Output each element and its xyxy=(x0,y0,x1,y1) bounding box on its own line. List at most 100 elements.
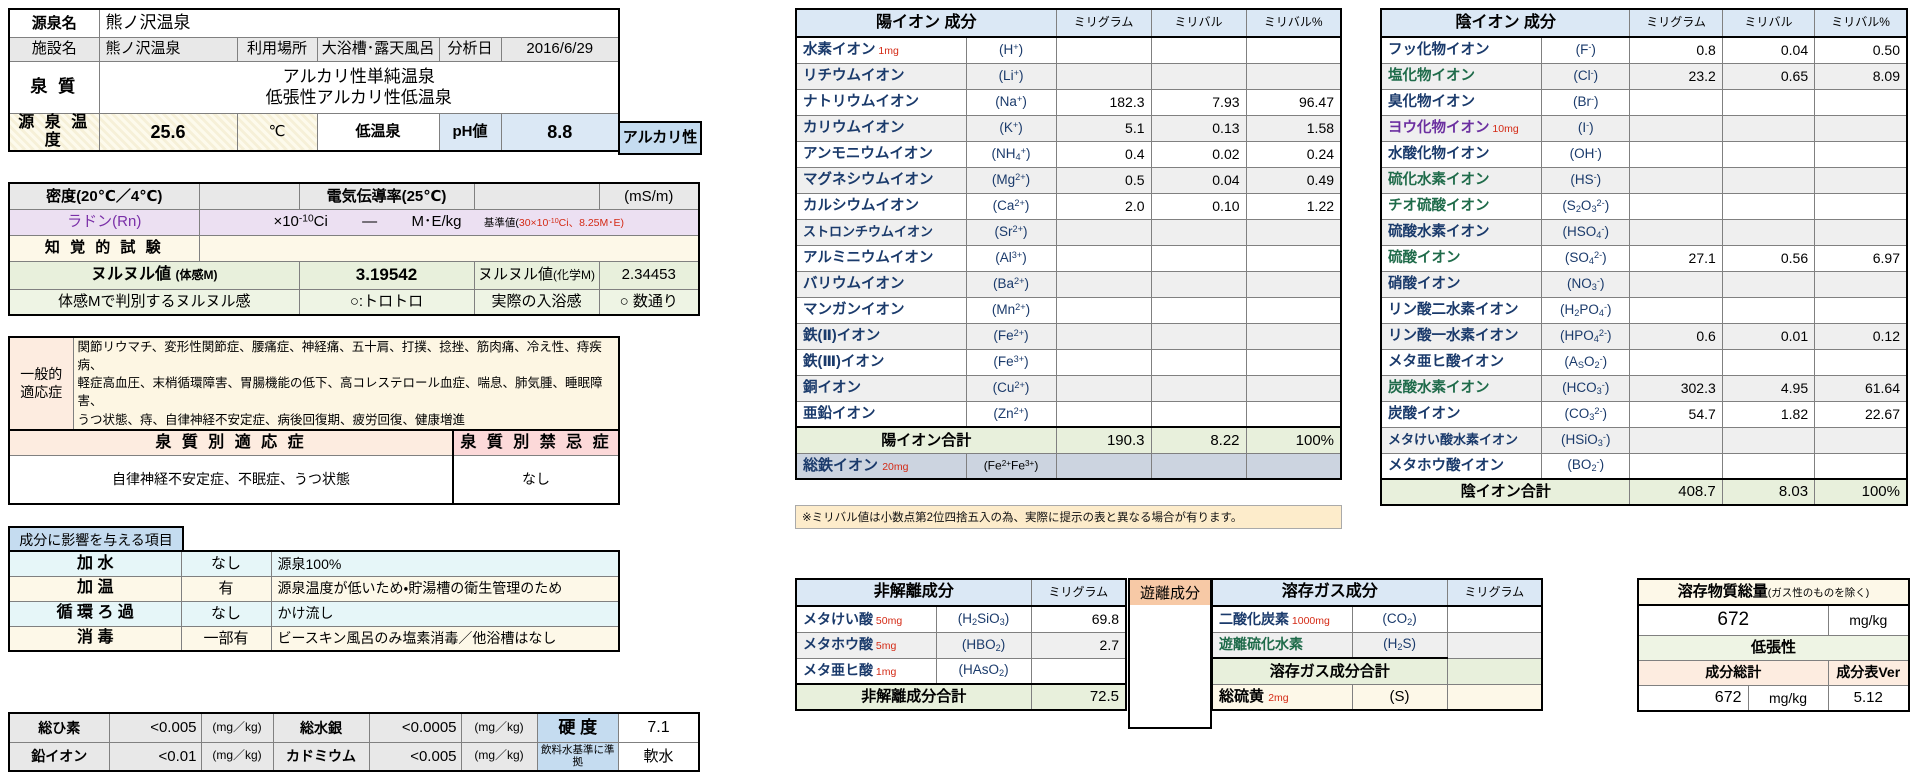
total-iron-pct xyxy=(1245,452,1342,480)
anion-formula-2: (Br-) xyxy=(1541,88,1631,116)
ph-label: pH値 xyxy=(438,112,502,152)
sensory-test-value xyxy=(198,234,700,262)
metal-value-1: <0.0005 xyxy=(368,712,462,743)
anion-mg-9 xyxy=(1629,270,1723,298)
table-row: 硫酸イオン (SO42-) 27.1 0.56 6.97 xyxy=(1380,244,1908,272)
cation-name-6: カルシウムイオン xyxy=(795,192,967,220)
total-iron-formula: (Fe2+Fe3+) xyxy=(965,452,1057,480)
anion-formula-6: (S2O32-) xyxy=(1541,192,1631,220)
table-row: マグネシウムイオン (Mg2+) 0.5 0.04 0.49 xyxy=(795,166,1342,194)
anion-mval-14: 1.82 xyxy=(1721,400,1816,428)
nuru-judge-value: ○:トロトロ xyxy=(298,288,475,316)
cation-pct-12 xyxy=(1245,348,1342,376)
gas-mg-0 xyxy=(1446,605,1543,633)
anion-mg-15 xyxy=(1629,426,1723,454)
table-row: 臭化物イオン (Br-) xyxy=(1380,88,1908,116)
cation-name-3: カリウムイオン xyxy=(795,114,967,142)
cation-mg-14 xyxy=(1055,400,1152,428)
anion-mval-5 xyxy=(1721,166,1816,194)
anion-mval-6 xyxy=(1721,192,1816,220)
anion-pct-12 xyxy=(1814,348,1908,376)
anion-mg-1: 23.2 xyxy=(1629,62,1723,90)
total-iron-mg xyxy=(1055,452,1152,480)
anion-pct-8: 6.97 xyxy=(1814,244,1908,272)
table-row: 硝酸イオン (NO3-) xyxy=(1380,270,1908,298)
radon-unit-me: M･E/kg xyxy=(411,213,462,231)
anion-total-label: 陰イオン合計 xyxy=(1380,478,1631,506)
cation-formula-13: (Cu2+) xyxy=(965,374,1057,402)
general-indications-label: 一般的 適応症 xyxy=(8,336,74,431)
nuru-judge-label: 体感Mで判別するヌルヌル感 xyxy=(8,288,300,316)
anion-pct-7 xyxy=(1814,218,1908,246)
ph-class-badge: アルカリ性 xyxy=(618,121,702,155)
cation-pct-8 xyxy=(1245,244,1342,272)
anion-mval-2 xyxy=(1721,88,1816,116)
analysis-date-label: 分析日 xyxy=(438,36,502,62)
table-row: 鉄(Ⅲ)イオン (Fe3+) xyxy=(795,348,1342,376)
anion-total-mval: 8.03 xyxy=(1721,478,1816,506)
anion-col-pct: ミリバル% xyxy=(1814,8,1908,38)
cation-mg-11 xyxy=(1055,322,1152,350)
cation-mg-12 xyxy=(1055,348,1152,376)
spring-temp-label: 源 泉 温 度 xyxy=(8,112,100,152)
cation-formula-3: (K+) xyxy=(965,114,1057,142)
undissociated-name-0: メタけい酸 50mg xyxy=(795,605,937,633)
cation-mval-14 xyxy=(1150,400,1247,428)
anion-pct-13: 61.64 xyxy=(1814,374,1908,402)
treatment-flag-1: 有 xyxy=(180,575,272,602)
anion-col-mg: ミリグラム xyxy=(1629,8,1723,38)
table-row: アルミニウムイオン (Al3+) xyxy=(795,244,1342,272)
table-row: 硫酸水素イオン (HSO4-) xyxy=(1380,218,1908,246)
anion-name-13: 炭酸水素イオン xyxy=(1380,374,1543,402)
anion-formula-13: (HCO3-) xyxy=(1541,374,1631,402)
cation-mg-9 xyxy=(1055,270,1152,298)
place-label: 利用場所 xyxy=(236,36,318,62)
undissociated-table: 非解離成分 ミリグラム メタけい酸 50mg (H2SiO3) 69.8 メタホウ酸 … xyxy=(795,578,1128,711)
metal-value-0: <0.005 xyxy=(108,712,202,743)
general-indications-line-2: 軽症高血圧、末梢循環障害、胃腸機能の低下、高コレステロール血症、喘息、肺気腫、睡… xyxy=(77,376,603,409)
cation-name-12: 鉄(Ⅲ)イオン xyxy=(795,348,967,376)
temp-class-value: 低温泉 xyxy=(316,112,440,152)
table-row: メタけい酸水素イオン (HSiO3-) xyxy=(1380,426,1908,454)
undissociated-name-2: メタ亜ヒ酸 1mg xyxy=(795,657,937,685)
anion-mval-8: 0.56 xyxy=(1721,244,1816,272)
anion-mg-8: 27.1 xyxy=(1629,244,1723,272)
facility-label: 施設名 xyxy=(8,36,100,62)
undissociated-mg-2 xyxy=(1030,657,1127,685)
cation-name-10: マンガンイオン xyxy=(795,296,967,324)
hardness-sub-label: 飲料水基準に準拠 xyxy=(536,741,620,772)
anion-formula-11: (HPO42-) xyxy=(1541,322,1631,350)
table-row: リン酸一水素イオン (HPO42-) 0.6 0.01 0.12 xyxy=(1380,322,1908,350)
anion-pct-11: 0.12 xyxy=(1814,322,1908,350)
cation-mg-13 xyxy=(1055,374,1152,402)
general-indications-line-1: 関節リウマチ、変形性関節症、腰痛症、神経痛、五十肩、打撲、捻挫、筋肉痛、冷え性、… xyxy=(77,340,602,373)
facility-value: 熊ノ沢温泉 xyxy=(98,36,238,62)
total-iron-mval xyxy=(1150,452,1247,480)
table-row: メタけい酸 50mg (H2SiO3) 69.8 xyxy=(795,605,1127,633)
cation-formula-1: (Li+) xyxy=(965,62,1057,90)
hardness-class: 軟水 xyxy=(618,741,700,772)
gas-formula-0: (CO2) xyxy=(1351,605,1448,633)
anion-pct-15 xyxy=(1814,426,1908,454)
anion-name-2: 臭化物イオン xyxy=(1380,88,1543,116)
cation-formula-7: (Sr2+) xyxy=(965,218,1057,246)
anion-title: 陰イオン 成分 xyxy=(1380,8,1631,38)
total-sulfur-mg xyxy=(1446,683,1543,711)
metal-unit-3: (mg／kg) xyxy=(460,741,538,772)
metal-name-2: 鉛イオン xyxy=(8,741,110,772)
density-label: 密度(20℃／4℃) xyxy=(8,182,200,210)
anion-pct-6 xyxy=(1814,192,1908,220)
density-value xyxy=(198,182,300,210)
anion-name-8: 硫酸イオン xyxy=(1380,244,1543,272)
spring-name-value: 熊ノ沢温泉 xyxy=(98,8,620,38)
cation-table: 陽イオン 成分 ミリグラム ミリバル ミリバル% 水素イオン 1mg (H+) リチ… xyxy=(795,8,1343,480)
cation-mg-2: 182.3 xyxy=(1055,88,1152,116)
anion-col-mval: ミリバル xyxy=(1721,8,1816,38)
anion-mg-6 xyxy=(1629,192,1723,220)
cation-mval-2: 7.93 xyxy=(1150,88,1247,116)
table-row: チオ硫酸イオン (S2O32-) xyxy=(1380,192,1908,220)
cation-mval-5: 0.04 xyxy=(1150,166,1247,194)
cation-tag-0: 1mg xyxy=(875,45,899,58)
cation-mval-1 xyxy=(1150,62,1247,90)
